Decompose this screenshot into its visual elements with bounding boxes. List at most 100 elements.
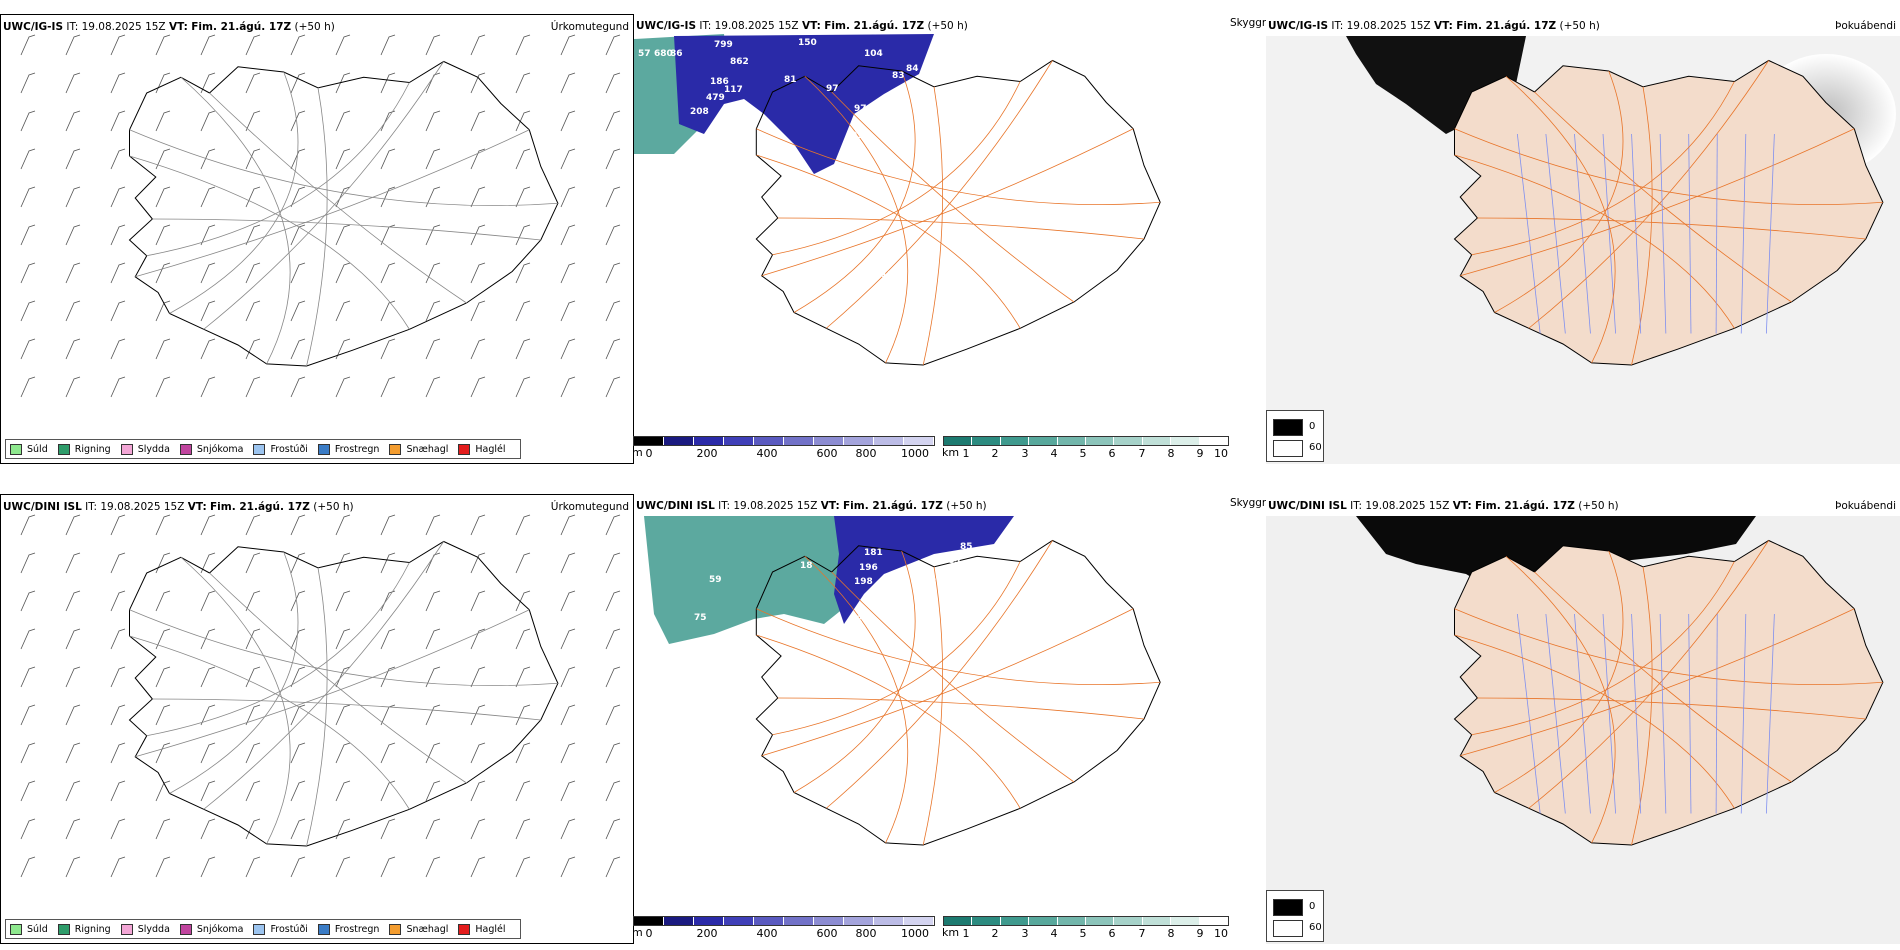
wind-barb bbox=[425, 704, 441, 726]
wind-barb bbox=[605, 666, 621, 688]
wind-barb bbox=[335, 780, 351, 802]
wind-barb bbox=[605, 338, 621, 360]
wind-barb bbox=[200, 704, 216, 726]
road-line bbox=[1454, 608, 1883, 685]
wind-barb bbox=[470, 742, 486, 764]
wind-barb bbox=[290, 72, 306, 94]
road-line bbox=[1494, 70, 1624, 313]
river-line bbox=[1516, 613, 1541, 814]
cloud-base-numbers: 109 141 142 85 181 196 83 198 92 228 18 … bbox=[694, 527, 1098, 625]
panel-title-skyggni: Skyggni bbox=[1230, 497, 1272, 509]
cloud-number: 186 bbox=[710, 77, 729, 87]
river-line bbox=[1659, 133, 1667, 334]
road-line bbox=[756, 608, 1161, 686]
wind-barb bbox=[605, 590, 621, 612]
wind-barb bbox=[605, 72, 621, 94]
wind-barb bbox=[470, 186, 486, 208]
wind-barb bbox=[290, 376, 306, 398]
lead-offset: (+50 h) bbox=[927, 20, 968, 32]
river-line bbox=[1715, 133, 1718, 334]
visibility-scale: km 1 2 3 4 5 6 7 8 9 10 bbox=[942, 916, 1229, 940]
wind-barb bbox=[335, 148, 351, 170]
legend-swatch bbox=[389, 443, 402, 455]
wind-barb bbox=[515, 300, 531, 322]
wind-barb bbox=[380, 224, 396, 246]
wind-barb bbox=[470, 110, 486, 132]
legend-swatch bbox=[458, 923, 471, 935]
scale-tick: 5 bbox=[1079, 927, 1087, 940]
legend-label: Haglél bbox=[475, 923, 506, 935]
cloud-number: 150 bbox=[798, 38, 817, 48]
wind-barb bbox=[65, 628, 81, 650]
wind-barbs bbox=[20, 34, 621, 398]
legend-item: Haglél bbox=[458, 923, 506, 935]
scale-tick: 8 bbox=[1167, 927, 1175, 940]
cloud-number: 57 bbox=[638, 49, 651, 59]
wind-barb bbox=[245, 224, 261, 246]
cloud-number: 680 bbox=[654, 49, 673, 59]
wind-barb bbox=[515, 856, 531, 878]
legend-label: Snjókoma bbox=[196, 923, 244, 935]
panel-header: UWC/DINI ISL IT: 19.08.2025 15Z VT: Fim.… bbox=[636, 499, 1230, 513]
precip-type-panel-row2: UWC/DINI ISL IT: 19.08.2025 15Z VT: Fim.… bbox=[0, 494, 634, 944]
wind-barb bbox=[425, 818, 441, 840]
wind-barb bbox=[290, 186, 306, 208]
wind-barb bbox=[425, 300, 441, 322]
wind-barb bbox=[335, 818, 351, 840]
legend-item: Snjókoma bbox=[179, 443, 243, 455]
river-line bbox=[1602, 133, 1616, 334]
cloud-number: 117 bbox=[724, 85, 743, 95]
it-label: IT: bbox=[66, 21, 79, 33]
wind-barb bbox=[65, 666, 81, 688]
river-line bbox=[1574, 613, 1591, 814]
road-line bbox=[1528, 60, 1769, 329]
wind-barb bbox=[155, 818, 171, 840]
wind-barb bbox=[290, 818, 306, 840]
scale-tick: 0 bbox=[645, 927, 653, 940]
wind-barb bbox=[470, 338, 486, 360]
scale-tick: 200 bbox=[696, 447, 718, 460]
river-line bbox=[1659, 613, 1667, 814]
cloud-vis-panel-row2: UWC/DINI ISL IT: 19.08.2025 15Z VT: Fim.… bbox=[634, 494, 1234, 944]
cloud-base-scale: m 0 200 400 600 800 1000 bbox=[632, 916, 935, 940]
legend-label: Slydda bbox=[137, 443, 170, 455]
scale-tick: 1000 bbox=[901, 927, 929, 940]
precip-legend: Súld Rigning Slydda Snjókoma Frostúði Fr… bbox=[5, 919, 521, 939]
road-line bbox=[1471, 81, 1735, 256]
road-line bbox=[306, 87, 328, 367]
wind-barb bbox=[515, 742, 531, 764]
wind-barb bbox=[560, 590, 576, 612]
wind-barb bbox=[380, 34, 396, 56]
road-line bbox=[804, 555, 909, 844]
wind-barb bbox=[380, 376, 396, 398]
it-value: 19.08.2025 15Z bbox=[733, 500, 818, 512]
cloud-vis-map: 799 150 104 57 680 86 862 81 84 97 83 18… bbox=[634, 34, 1161, 366]
wind-barb bbox=[425, 72, 441, 94]
wind-barb bbox=[605, 780, 621, 802]
wind-barb bbox=[560, 186, 576, 208]
fog-panel-row2: UWC/DINI ISL IT: 19.08.2025 15Z VT: Fim.… bbox=[1266, 494, 1900, 944]
scale-tick: 800 bbox=[855, 927, 877, 940]
wind-barb bbox=[470, 34, 486, 56]
cloud-number: 142 bbox=[1079, 527, 1098, 537]
cloud-scale-bar bbox=[633, 916, 935, 926]
it-label: IT: bbox=[85, 501, 98, 513]
wind-barb bbox=[560, 742, 576, 764]
wind-barb bbox=[560, 552, 576, 574]
scale-tick: 800 bbox=[855, 447, 877, 460]
road-line bbox=[203, 61, 444, 330]
wind-barb bbox=[470, 818, 486, 840]
wind-barb bbox=[155, 666, 171, 688]
cloud-number: 85 bbox=[960, 542, 973, 552]
scale-tick: 1 bbox=[962, 927, 970, 940]
wind-barb bbox=[110, 818, 126, 840]
wind-barb bbox=[200, 590, 216, 612]
wind-barb bbox=[515, 780, 531, 802]
wind-barb bbox=[245, 514, 261, 536]
fog-swatch bbox=[1273, 899, 1303, 916]
wind-barb bbox=[155, 742, 171, 764]
wind-barb bbox=[20, 34, 36, 56]
vt-value: Fim. 21.ágú. 17Z bbox=[1475, 500, 1575, 512]
wind-barb bbox=[605, 224, 621, 246]
river-line bbox=[1765, 613, 1775, 814]
